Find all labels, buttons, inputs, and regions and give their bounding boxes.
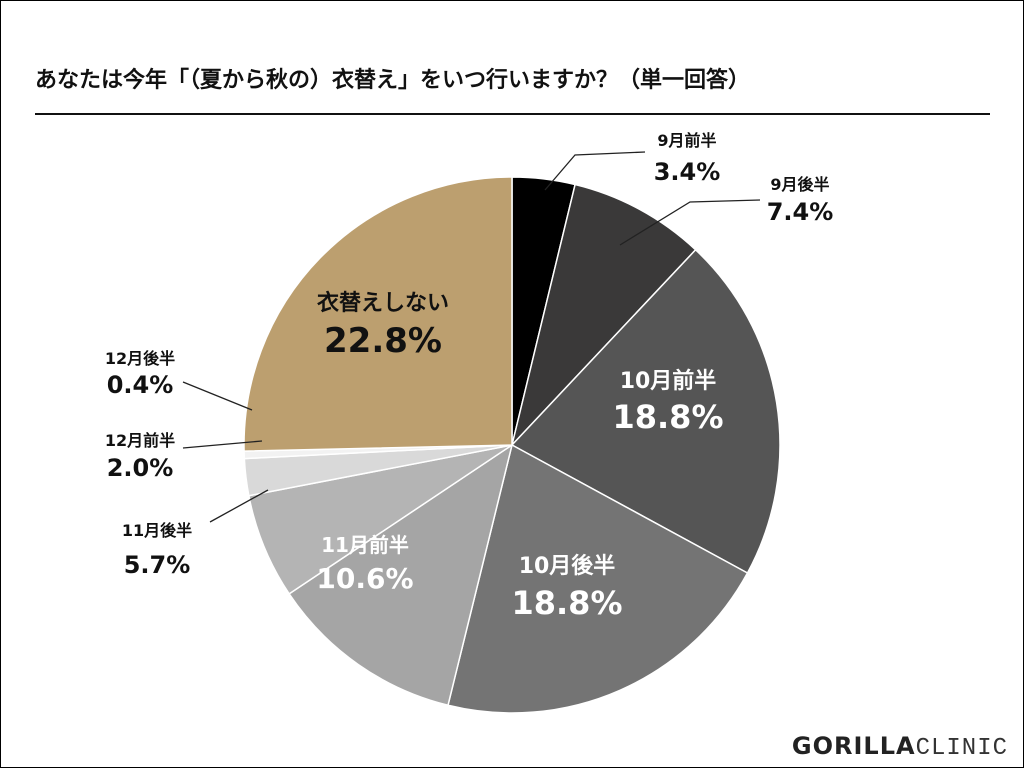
leader-line-9-early (544, 151, 646, 191)
label-11-early: 11月前半 (321, 533, 409, 557)
gorilla-clinic-logo: GORILLACLINIC (791, 732, 1008, 762)
label-10-late: 10月後半 (519, 553, 616, 579)
label-12-early: 12月前半 (105, 431, 175, 450)
label-9-late: 9月後半 (770, 175, 829, 194)
value-10-early: 18.8% (612, 398, 723, 436)
pie-slice-4 (288, 443, 514, 707)
label-11-late: 11月後半 (122, 521, 192, 540)
pie-slice-3 (447, 443, 749, 714)
title-underline (35, 113, 990, 115)
leader-line-9-late (619, 199, 761, 246)
value-9-early: 3.4% (654, 158, 721, 186)
value-10-late: 18.8% (511, 584, 622, 622)
value-11-late: 5.7% (124, 551, 191, 579)
leader-line-12-late (182, 381, 253, 411)
pie-slice-1 (510, 183, 697, 448)
chart-title: あなたは今年「（夏から秋の）衣替え」をいつ行いますか？（単一回答） (35, 68, 751, 93)
pie-slice-8 (243, 176, 513, 452)
label-9-early: 9月前半 (657, 131, 716, 150)
value-9-late: 7.4% (767, 198, 834, 226)
leader-line-11-late (209, 489, 269, 523)
label-no-change: 衣替えしない (317, 290, 449, 316)
label-10-early: 10月前半 (620, 368, 717, 394)
value-12-early: 2.0% (107, 454, 174, 482)
label-12-late: 12月後半 (105, 349, 175, 368)
value-12-late: 0.4% (107, 371, 174, 399)
value-no-change: 22.8% (324, 321, 442, 361)
leader-line-12-early (182, 440, 263, 449)
value-11-early: 10.6% (316, 562, 413, 595)
pie-slice-2 (510, 248, 781, 575)
